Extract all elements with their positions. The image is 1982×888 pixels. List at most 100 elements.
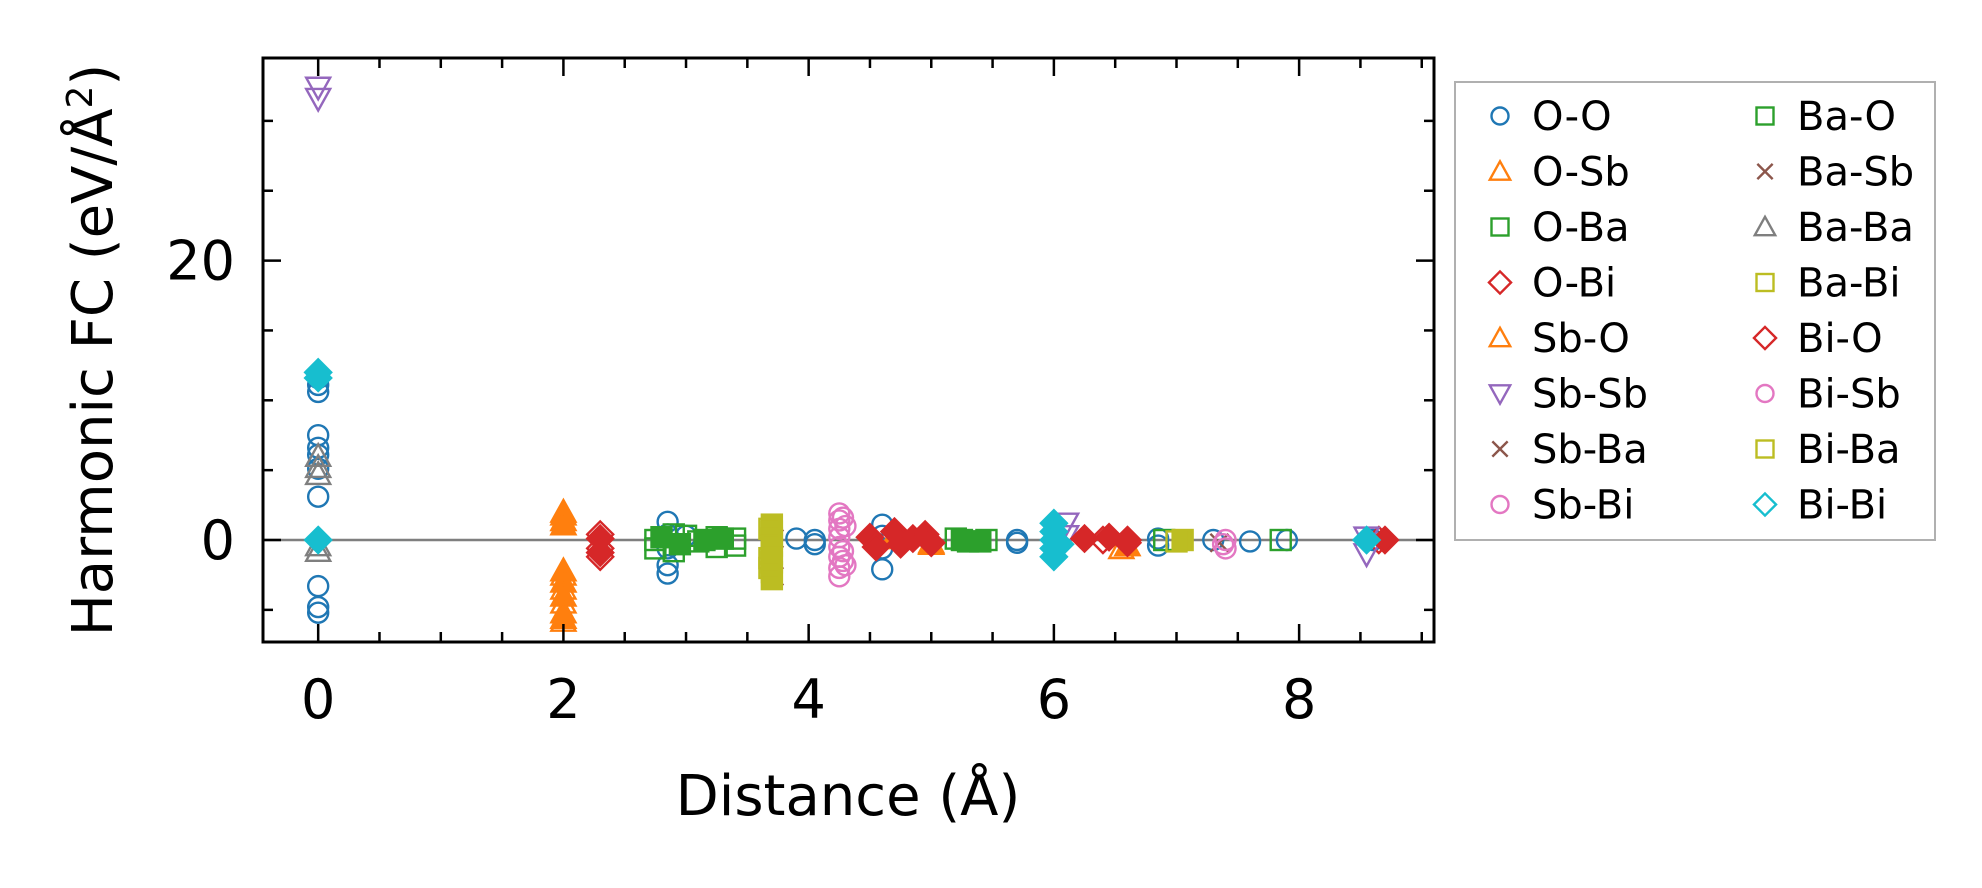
data-point [304,459,333,486]
data-point [1112,528,1143,558]
data-point [306,601,330,624]
legend-marker [1490,494,1510,515]
legend-label: O-Ba [1532,205,1630,251]
data-point [1146,534,1170,557]
data-point [1005,531,1029,555]
y-axis-label: Harmonic FC (eV/Å2) [60,64,127,637]
legend-item: Sb-Ba [1491,427,1648,473]
data-point [1171,528,1194,552]
data-point [916,528,946,558]
data-point [831,506,855,529]
legend-item: Sb-Sb [1487,372,1648,418]
data-point [834,553,857,577]
legend-label: Sb-Ba [1532,427,1648,473]
legend-marker [1487,325,1513,348]
legend-marker [1490,106,1510,126]
data-point [711,527,735,550]
data-point [650,526,673,549]
legend-marker [1755,439,1775,459]
series-Bi-O [585,516,1400,568]
data-point [950,528,974,552]
legend-label: Sb-Sb [1532,372,1648,418]
data-point [304,441,333,467]
series-Sb-Sb [304,76,1381,569]
data-point [831,549,855,573]
legend-marker [1487,269,1513,296]
data-point [304,536,333,562]
data-point [585,537,615,568]
data-point [303,525,333,555]
data-point [1069,523,1100,554]
legend-item: O-Sb [1487,150,1630,196]
legend-marker [1487,158,1513,181]
data-point [831,539,855,563]
data-point [306,595,330,619]
legend-marker [1491,440,1509,458]
data-point [1211,533,1235,556]
y-tick-label: 0 [201,509,235,572]
legend-label: Bi-Ba [1797,427,1901,473]
data-point [861,532,891,562]
legend-item: Ba-Ba [1752,205,1914,251]
data-point [1269,528,1292,552]
legend-label: Ba-Sb [1797,150,1914,196]
data-point [834,514,857,538]
data-point [828,509,851,532]
legend-label: Ba-O [1797,94,1896,140]
plot-frame [261,56,1436,644]
data-point [549,510,578,536]
data-point [656,562,679,585]
data-point [1238,530,1262,553]
data-point [306,485,330,508]
series-Bi-Ba [758,517,1188,580]
legend-item: Bi-Sb [1755,372,1901,418]
series-Bi-Sb [831,506,1235,573]
legend-label: Bi-Sb [1797,372,1901,418]
legend-label: O-Sb [1532,150,1630,196]
data-point [304,87,333,113]
legend-frame [1454,81,1936,541]
legend-marker [1756,163,1774,180]
legend-marker [1752,214,1778,237]
y-tick-label: 20 [166,230,235,293]
legend-item: Ba-O [1755,94,1896,140]
data-point [668,533,692,556]
data-point [1165,530,1188,553]
legend-item: Bi-Bi [1752,483,1887,529]
legend-label: O-O [1532,94,1612,140]
legend-item: Bi-O [1752,316,1883,362]
legend-marker [1755,383,1775,404]
legend-label: Sb-O [1532,316,1630,362]
x-tick-label: 8 [1282,668,1316,731]
data-point [785,527,808,550]
x-tick-label: 4 [791,668,825,731]
x-axis-label: Distance (Å) [676,763,1021,829]
legend-item: Sb-O [1487,316,1630,362]
legend-item: Ba-Sb [1756,150,1914,196]
data-point [656,553,679,577]
x-tick-label: 6 [1037,668,1071,731]
legend-item: O-O [1490,94,1612,140]
data-point [1351,525,1382,555]
data-point [693,528,716,552]
data-point [303,363,333,393]
data-point [828,565,851,588]
legend-marker [1487,384,1513,407]
legend-marker [1752,325,1778,351]
legend-label: Bi-O [1797,316,1883,362]
legend-item: O-Ba [1490,205,1630,251]
legend-item: Sb-Bi [1490,483,1634,529]
legend-label: Ba-Bi [1797,261,1901,307]
data-point [969,530,992,553]
data-point [758,517,781,541]
legend-label: Bi-Bi [1797,483,1887,529]
legend-label: Ba-Ba [1797,205,1914,251]
legend-item: Bi-Ba [1755,427,1901,473]
data-point [871,558,894,581]
x-tick-label: 2 [546,668,580,731]
data-point [803,533,826,556]
data-point [828,502,851,525]
series-Ba-O [650,526,992,556]
legend-marker [1755,272,1775,293]
